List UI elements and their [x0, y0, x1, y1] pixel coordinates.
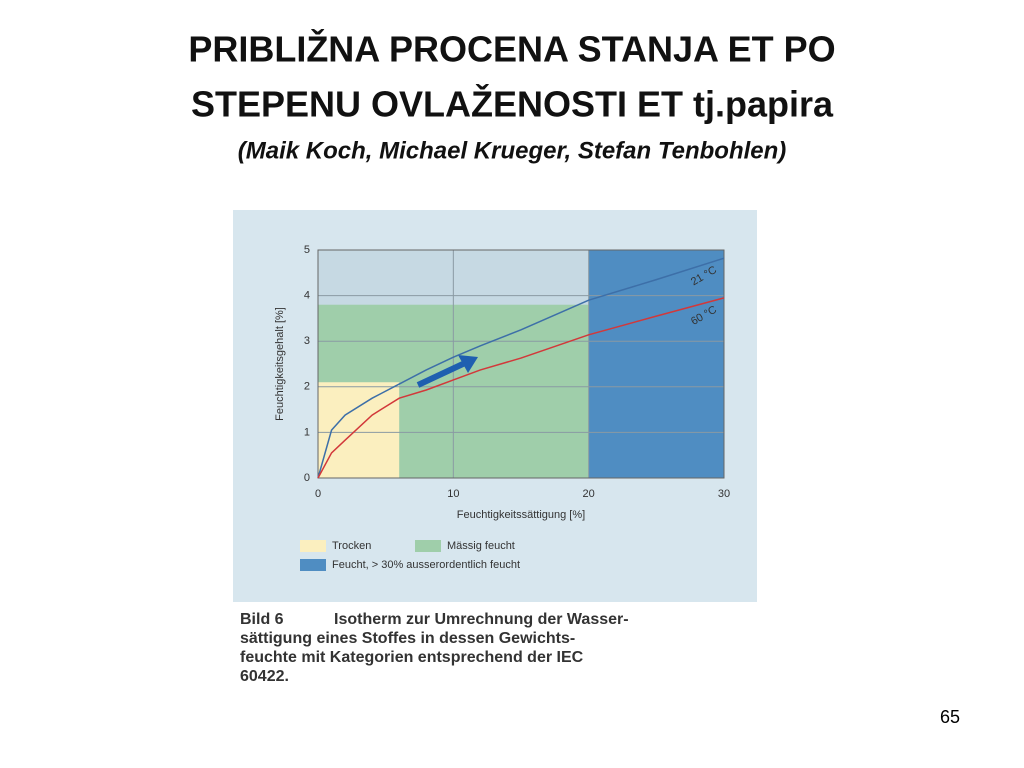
x-tick-label: 10: [447, 488, 459, 500]
y-axis-label: Feuchtigkeitsgehalt [%]: [274, 307, 286, 421]
y-tick-label: 4: [304, 290, 310, 302]
y-tick-label: 0: [304, 472, 310, 484]
y-tick-label: 3: [304, 335, 310, 347]
legend-swatch: [415, 540, 441, 552]
legend-label: Trocken: [332, 540, 371, 552]
region: [318, 382, 400, 478]
region: [588, 250, 724, 478]
y-tick-label: 1: [304, 426, 310, 438]
y-tick-label: 2: [304, 381, 310, 393]
x-axis-label: Feuchtigkeitssättigung [%]: [457, 509, 585, 521]
slide-subtitle: (Maik Koch, Michael Krueger, Stefan Tenb…: [238, 137, 787, 164]
series-line: [317, 297, 725, 479]
arrow: [416, 360, 467, 388]
x-tick-label: 0: [315, 488, 321, 500]
arrow-head: [458, 355, 478, 373]
y-tick-label: 5: [304, 244, 310, 256]
legend-label: Mässig feucht: [447, 540, 515, 552]
caption-line: sättigung eines Stoffes in dessen Gewich…: [240, 630, 575, 647]
caption-line: Isotherm zur Umrechnung der Wasser-: [334, 611, 629, 628]
series-line: [317, 257, 725, 479]
legend-swatch: [300, 559, 326, 571]
legend-label: Feucht, > 30% ausserordentlich feucht: [332, 559, 520, 571]
caption-line: feuchte mit Kategorien entsprechend der …: [240, 649, 584, 666]
slide-title: PRIBLIŽNA PROCENA STANJA ET PO: [188, 28, 835, 70]
plot-frame: [317, 249, 725, 479]
x-tick-label: 30: [718, 488, 730, 500]
caption-label: Bild 6: [240, 611, 284, 628]
x-tick-label: 20: [583, 488, 595, 500]
caption-line: 60422.: [240, 668, 289, 685]
page-number: 65: [940, 707, 960, 727]
legend-swatch: [300, 540, 326, 552]
slide-title: STEPENU OVLAŽENOSTI ET tj.papira: [191, 83, 834, 125]
